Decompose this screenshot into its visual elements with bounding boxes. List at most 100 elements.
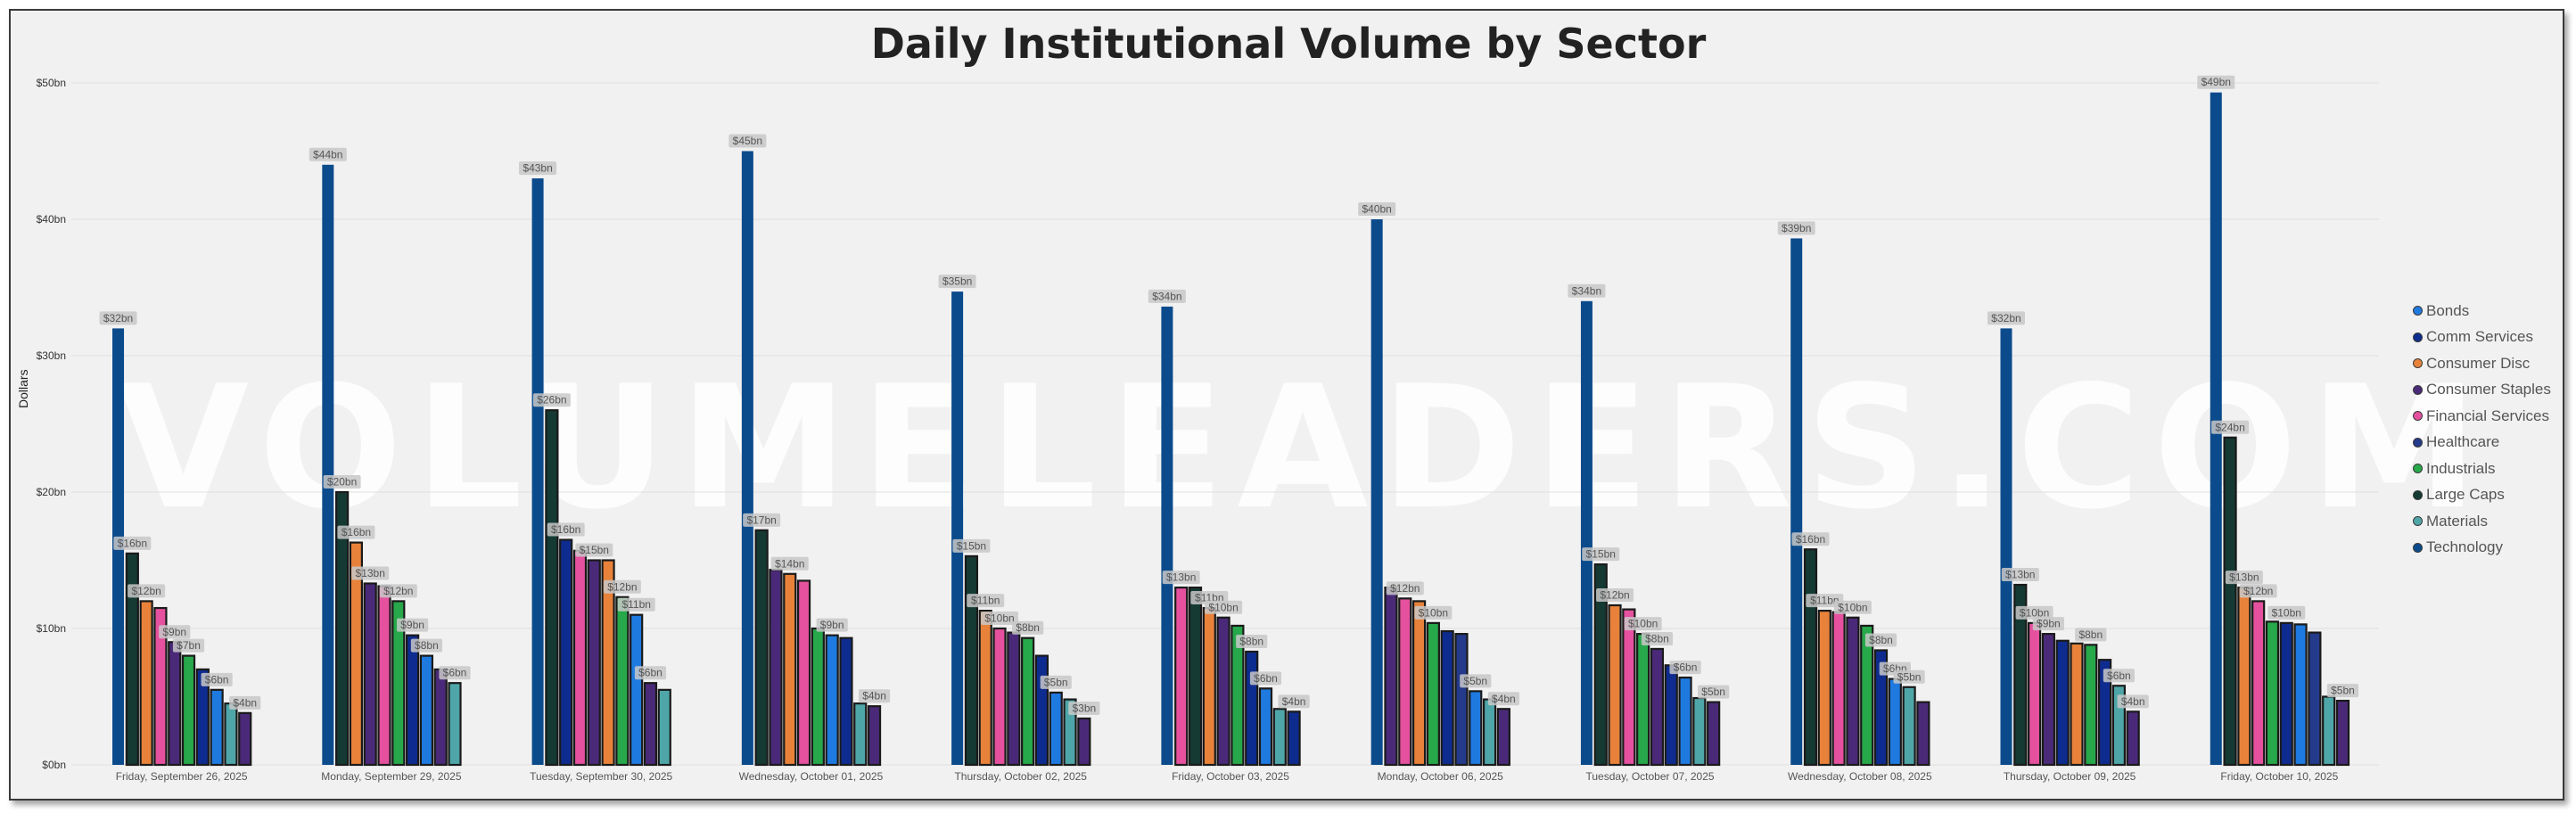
data-label-box <box>2197 75 2235 89</box>
data-label-box <box>532 393 571 407</box>
bar <box>601 559 615 767</box>
data-label-box <box>2032 617 2064 631</box>
bar <box>1245 650 1259 767</box>
data-label-box <box>575 543 613 557</box>
data-label: $44bn <box>313 148 342 160</box>
data-label: $5bn <box>1701 686 1725 698</box>
bar <box>1636 633 1650 767</box>
data-label-box <box>309 147 347 161</box>
data-label-box <box>1162 571 1200 585</box>
data-label: $8bn <box>1869 634 1893 646</box>
data-label: $6bn <box>2107 669 2131 682</box>
bar <box>1692 696 1707 767</box>
x-tick-label: Friday, September 26, 2025 <box>116 770 248 783</box>
legend-item[interactable]: Consumer Disc <box>2413 350 2551 377</box>
bar <box>1174 586 1189 767</box>
data-label-box <box>1236 635 1268 649</box>
bar <box>783 572 797 767</box>
bar <box>448 682 462 767</box>
bar <box>1678 676 1692 767</box>
bar <box>322 164 334 766</box>
data-label-box <box>439 666 471 680</box>
bar <box>1707 701 1721 767</box>
legend-item[interactable]: Healthcare <box>2413 430 2551 456</box>
legend-swatch <box>2413 516 2423 527</box>
bar <box>391 600 406 767</box>
chart-title: Daily Institutional Volume by Sector <box>870 20 1707 68</box>
data-label: $10bn <box>1838 601 1867 613</box>
data-label-box <box>99 311 137 325</box>
bar <box>825 634 839 767</box>
bar <box>1803 548 1818 767</box>
data-label: $7bn <box>177 639 201 652</box>
legend-label: Materials <box>2426 512 2488 530</box>
bar <box>853 702 868 767</box>
x-tick-label: Wednesday, October 01, 2025 <box>739 770 884 783</box>
bar <box>1608 604 1622 767</box>
x-tick-label: Thursday, October 02, 2025 <box>954 770 1087 783</box>
data-label-box <box>1791 532 1830 546</box>
bar <box>615 595 630 767</box>
data-label: $6bn <box>443 667 467 679</box>
data-label: $11bn <box>621 598 650 611</box>
bar <box>406 634 420 767</box>
data-label: $10bn <box>2020 606 2049 619</box>
bar <box>1398 597 1412 767</box>
bar <box>433 668 448 767</box>
data-label: $12bn <box>2243 585 2273 597</box>
data-label: $9bn <box>162 626 186 638</box>
legend-item[interactable]: Industrials <box>2413 456 2551 482</box>
data-label-box <box>2267 605 2306 620</box>
data-label: $11bn <box>971 595 1000 607</box>
data-label: $10bn <box>1419 606 1448 619</box>
bar <box>1258 687 1273 767</box>
bar <box>1831 611 1846 767</box>
data-label: $5bn <box>1897 670 1922 683</box>
data-label-box <box>1568 283 1606 298</box>
bar <box>1063 698 1077 767</box>
bar <box>1846 616 1860 767</box>
x-tick-label: Friday, October 10, 2025 <box>2220 770 2338 783</box>
legend-label: Healthcare <box>2426 433 2500 451</box>
legend-swatch <box>2413 384 2423 395</box>
bar <box>839 636 853 767</box>
bar <box>1440 629 1454 767</box>
legend-label: Industrials <box>2426 459 2496 477</box>
legend-item[interactable]: Financial Services <box>2413 403 2551 430</box>
bar <box>1580 300 1593 765</box>
bar <box>630 613 644 767</box>
data-label: $9bn <box>2037 618 2061 630</box>
legend-label: Financial Services <box>2426 406 2549 424</box>
bar <box>2097 659 2112 767</box>
data-label-box <box>2075 628 2107 642</box>
bar <box>1482 698 1497 767</box>
bar <box>1650 647 1665 767</box>
bar <box>531 178 544 766</box>
data-label: $5bn <box>2331 685 2355 697</box>
bar <box>2055 639 2070 767</box>
bar <box>643 682 658 767</box>
data-label: $6bn <box>638 667 663 679</box>
bar <box>1272 708 1287 767</box>
bar <box>153 606 168 767</box>
y-tick-label: $10bn <box>37 622 66 635</box>
data-label: $6bn <box>1674 661 1698 674</box>
data-label-box <box>1596 587 1634 602</box>
legend-item[interactable]: Materials <box>2413 508 2551 535</box>
bar <box>769 569 783 767</box>
legend-item[interactable]: Large Caps <box>2413 482 2551 509</box>
data-label: $39bn <box>1782 222 1811 234</box>
legend-item[interactable]: Comm Services <box>2413 324 2551 351</box>
legend-swatch <box>2413 332 2423 342</box>
bar <box>1860 624 1874 767</box>
bar <box>125 552 139 767</box>
data-label-box <box>981 612 1019 625</box>
data-label-box <box>816 618 848 632</box>
data-label-box <box>617 597 655 612</box>
data-label: $14bn <box>775 557 804 570</box>
legend-item[interactable]: Bonds <box>2413 298 2551 324</box>
data-label: $4bn <box>233 696 257 709</box>
legend-item[interactable]: Technology <box>2413 535 2551 562</box>
bar <box>1496 708 1510 767</box>
legend-item[interactable]: Consumer Staples <box>2413 377 2551 404</box>
